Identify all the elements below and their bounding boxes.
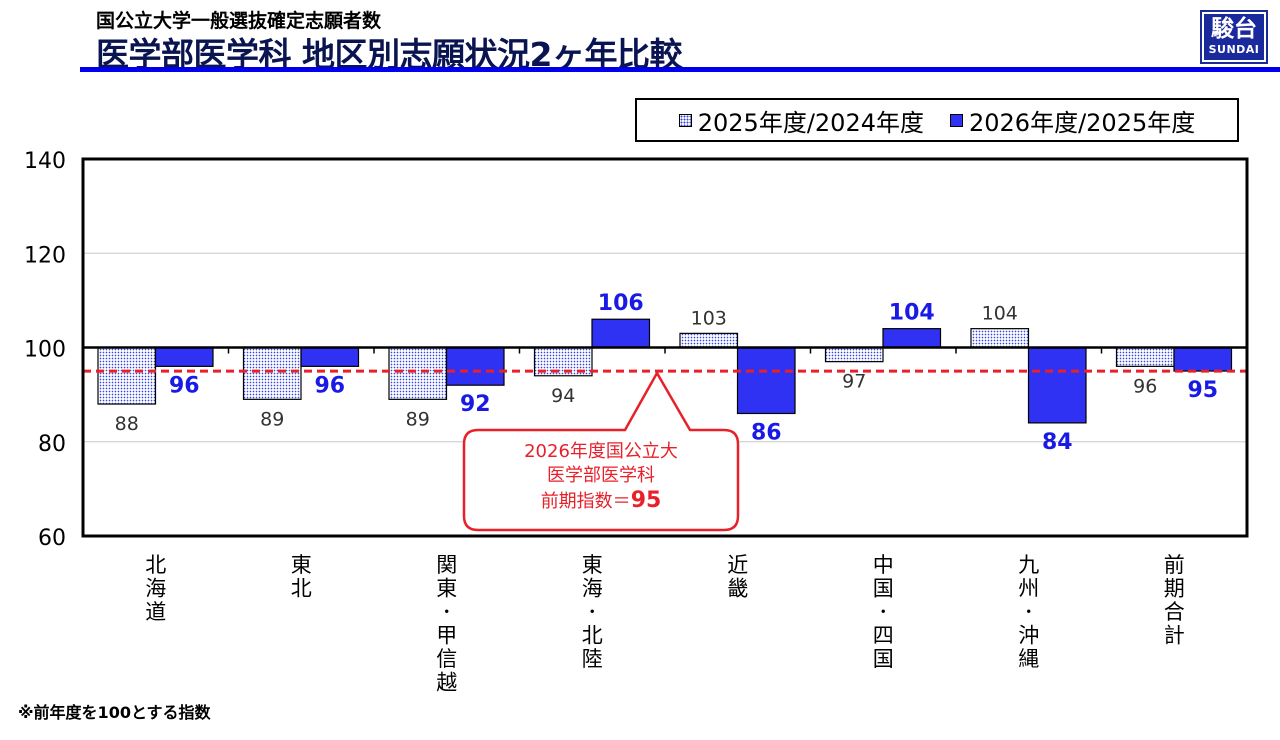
x-tick-label-6-char-4: 縄 [1018,647,1039,671]
value-label-dotted-2: 89 [406,408,430,430]
x-tick-label-3-char-1: 海 [582,577,603,601]
legend-label-dotted: 2025年度/2024年度 [697,108,924,137]
bar-dotted-6 [970,328,1030,349]
value-label-solid-3: 106 [598,291,644,316]
x-tick-label-1-char-1: 北 [291,577,312,601]
x-tick-label-5-char-2: ･ [878,600,889,624]
plot-frame [81,157,1249,538]
x-tick-label-3-char-2: ･ [587,600,598,624]
x-tick-label-5-char-0: 中 [873,553,894,577]
x-tick-label-3-char-4: 陸 [582,647,603,671]
value-label-dotted-0: 88 [115,413,139,435]
callout-line-1: 2026年度国公立大 [524,441,678,462]
callout: 2026年度国公立大 医学部医学科 前期指数＝95 [462,371,740,532]
x-tick-label-7-char-1: 期 [1164,577,1185,601]
bar-dotted-5 [824,346,884,363]
legend-swatch-dotted [678,113,692,127]
y-tick-label-100: 100 [24,338,66,363]
value-label-solid-2: 92 [460,392,491,417]
x-tick-label-2-char-1: 東 [436,577,457,601]
bar-solid-6 [1027,346,1087,424]
callout-prefix: 前期指数＝ [541,491,631,512]
axis-layer: 6080100120140北海道東北関東･甲信越東海･北陸近畿中国･四国九州･沖… [24,149,1253,695]
bar-solid-0 [154,346,214,367]
x-tick-label-5-char-3: 四 [873,624,894,648]
value-label-dotted-3: 94 [551,385,575,407]
legend-item-solid: 2026年度/2025年度 [950,103,1195,138]
bar-dotted-2 [388,346,448,400]
value-label-dotted-5: 97 [842,371,866,393]
x-tick-label-2-char-2: ･ [442,600,453,624]
x-tick-label-1-char-0: 東 [291,553,312,577]
bar-dotted-7 [1115,346,1175,367]
x-tick-label-2-char-5: 越 [436,671,457,695]
x-tick-label-4-char-1: 畿 [727,577,748,601]
bar-dotted-0 [97,346,157,405]
callout-bubble [462,371,740,532]
logo-sub-text: SUNDAI [1208,43,1260,56]
callout-value: 95 [631,488,662,513]
bar-solid-2 [445,346,505,386]
x-tick-label-3-char-3: 北 [582,624,603,648]
x-tick-label-5-char-4: 国 [873,647,894,671]
chart-subtitle: 国公立大学一般選抜確定志願者数 [96,10,382,32]
value-label-solid-5: 104 [889,301,935,326]
x-tick-label-2-char-3: 甲 [436,624,457,648]
x-tick-label-7-char-3: 計 [1164,624,1185,648]
legend-label-solid: 2026年度/2025年度 [969,108,1196,137]
x-tick-label-0-char-0: 北 [145,553,166,577]
sundai-logo: 駿台 SUNDAI [1200,10,1268,64]
bar-dotted-4 [679,332,739,349]
legend-item-dotted: 2025年度/2024年度 [678,103,924,138]
value-label-dotted-7: 96 [1133,375,1157,397]
value-label-dotted-4: 103 [691,307,727,329]
callout-line-3: 前期指数＝95 [541,488,662,513]
y-tick-label-60: 60 [38,526,66,551]
value-label-solid-4: 86 [751,420,782,445]
y-tick-label-120: 120 [24,243,66,268]
value-label-solid-0: 96 [169,373,200,398]
bar-solid-3 [591,318,651,349]
chart-legend: 2025年度/2024年度 2026年度/2025年度 [635,98,1239,142]
bar-solid-5 [882,328,942,349]
x-tick-label-6-char-0: 九 [1018,553,1039,577]
value-label-dotted-1: 89 [260,408,284,430]
callout-line-2: 医学部医学科 [547,465,655,486]
labels-layer: 88 89 89 94 103 97 104 96 96 96 92 106 86 104 84 95 [115,291,1218,455]
x-tick-label-6-char-3: 沖 [1018,624,1039,648]
x-tick-label-0-char-1: 海 [145,577,166,601]
bar-dotted-1 [242,346,302,400]
x-tick-label-3-char-0: 東 [582,553,603,577]
x-tick-label-7-char-0: 前 [1164,553,1185,577]
bar-solid-4 [736,346,796,415]
value-label-dotted-6: 104 [982,303,1018,325]
bar-solid-7 [1173,346,1233,372]
title-rule [80,67,1280,72]
logo-main-text: 駿台 [1211,16,1257,42]
value-label-solid-7: 95 [1187,378,1218,403]
bar-solid-1 [300,346,360,367]
x-tick-label-0-char-2: 道 [145,600,166,624]
x-tick-label-2-char-4: 信 [436,647,457,671]
x-tick-label-7-char-2: 合 [1164,600,1185,624]
x-tick-label-6-char-2: ･ [1024,600,1035,624]
value-label-solid-6: 84 [1042,430,1073,455]
x-tick-label-2-char-0: 関 [436,553,457,577]
y-tick-label-80: 80 [38,432,66,457]
x-tick-label-4-char-0: 近 [727,553,748,577]
value-label-solid-1: 96 [314,373,345,398]
x-tick-label-6-char-1: 州 [1018,577,1039,601]
x-tick-label-5-char-1: 国 [873,577,894,601]
legend-swatch-solid [950,113,963,127]
footnote: ※前年度を100とする指数 [18,703,211,722]
y-tick-label-140: 140 [24,149,66,174]
